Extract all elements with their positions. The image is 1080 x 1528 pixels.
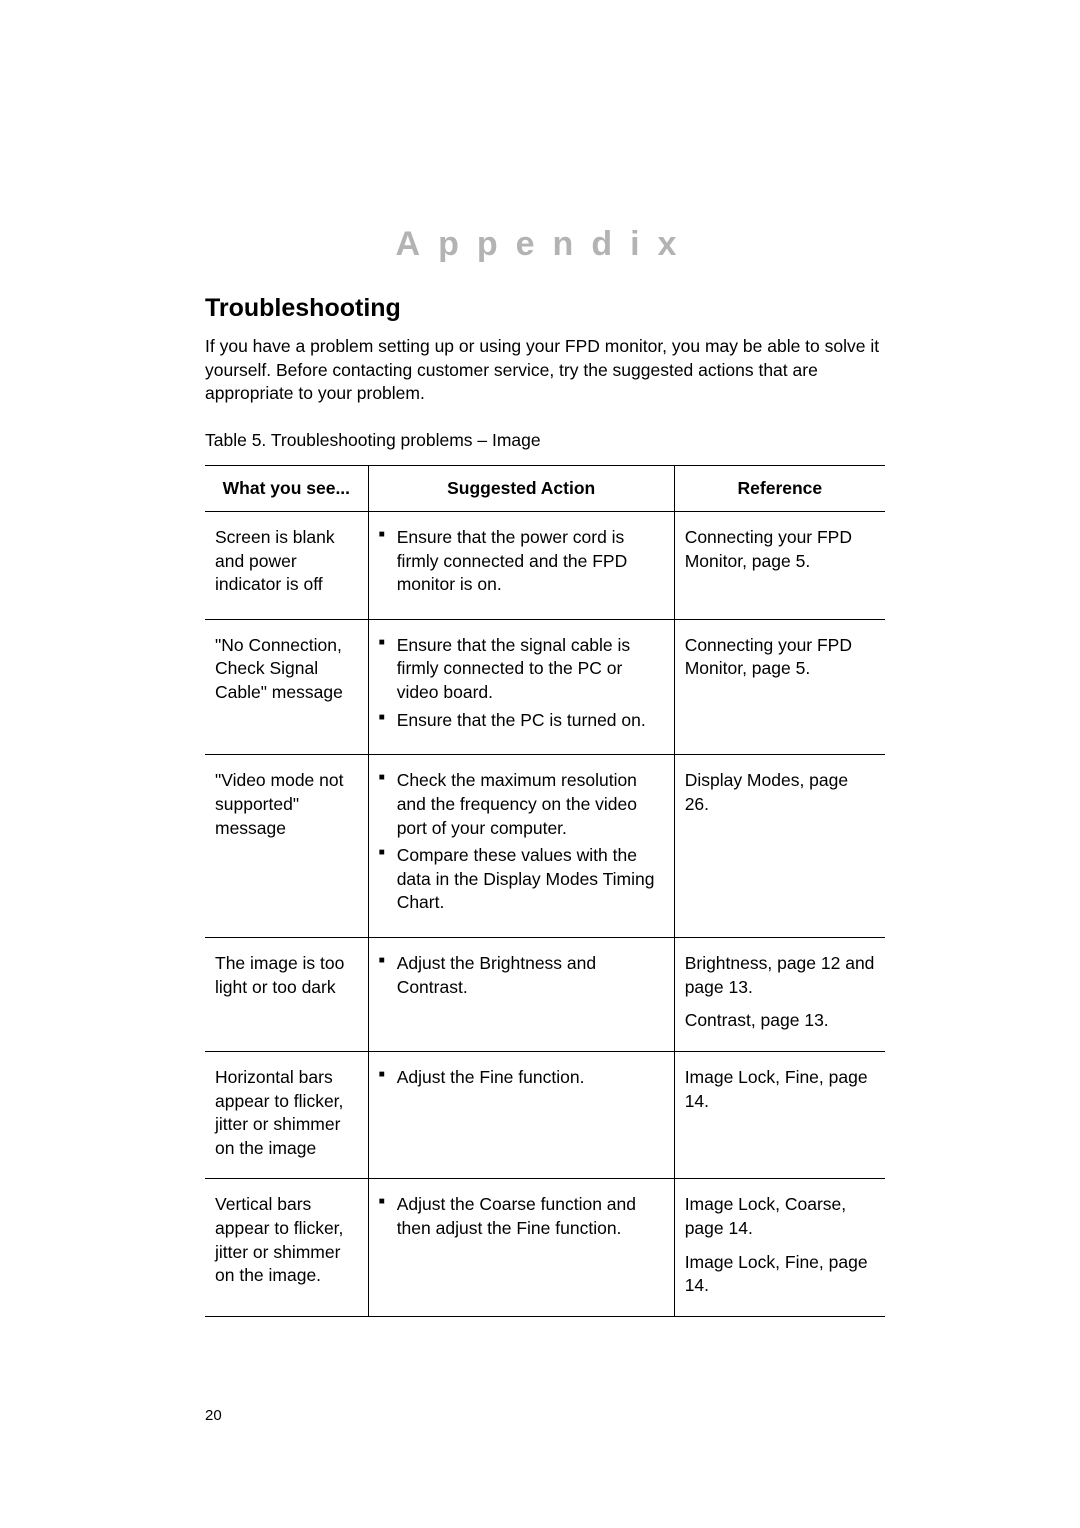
section-heading: Troubleshooting xyxy=(205,294,885,323)
reference-item: Image Lock, Fine, page 14. xyxy=(685,1066,875,1113)
intro-paragraph: If you have a problem setting up or usin… xyxy=(205,335,885,406)
cell-action: Ensure that the signal cable is firmly c… xyxy=(368,619,674,755)
cell-what: Horizontal bars appear to flicker, jitte… xyxy=(205,1051,368,1179)
cell-action: Adjust the Coarse function and then adju… xyxy=(368,1179,674,1317)
table-row: The image is too light or too dark Adjus… xyxy=(205,938,885,1052)
cell-what: "No Connection, Check Signal Cable" mess… xyxy=(205,619,368,755)
action-item: Check the maximum resolution and the fre… xyxy=(379,769,664,840)
cell-reference: Display Modes, page 26. xyxy=(674,755,885,938)
page-number: 20 xyxy=(205,1407,885,1424)
cell-reference: Brightness, page 12 and page 13. Contras… xyxy=(674,938,885,1052)
table-header-row: What you see... Suggested Action Referen… xyxy=(205,465,885,511)
action-item: Adjust the Coarse function and then adju… xyxy=(379,1193,664,1240)
troubleshooting-table: What you see... Suggested Action Referen… xyxy=(205,465,885,1317)
reference-item: Connecting your FPD Monitor, page 5. xyxy=(685,634,875,681)
table-row: Vertical bars appear to flicker, jitter … xyxy=(205,1179,885,1317)
reference-item: Display Modes, page 26. xyxy=(685,769,875,816)
cell-reference: Image Lock, Coarse, page 14. Image Lock,… xyxy=(674,1179,885,1317)
cell-what: "Video mode not supported" message xyxy=(205,755,368,938)
action-item: Ensure that the power cord is firmly con… xyxy=(379,526,664,597)
cell-action: Adjust the Fine function. xyxy=(368,1051,674,1179)
table-row: "Video mode not supported" message Check… xyxy=(205,755,885,938)
column-header-action: Suggested Action xyxy=(368,465,674,511)
column-header-reference: Reference xyxy=(674,465,885,511)
column-header-what: What you see... xyxy=(205,465,368,511)
cell-reference: Connecting your FPD Monitor, page 5. xyxy=(674,511,885,619)
cell-reference: Image Lock, Fine, page 14. xyxy=(674,1051,885,1179)
appendix-heading: Appendix xyxy=(205,225,885,264)
table-row: Screen is blank and power indicator is o… xyxy=(205,511,885,619)
cell-action: Adjust the Brightness and Contrast. xyxy=(368,938,674,1052)
cell-action: Ensure that the power cord is firmly con… xyxy=(368,511,674,619)
reference-item: Image Lock, Coarse, page 14. xyxy=(685,1193,875,1240)
action-item: Ensure that the signal cable is firmly c… xyxy=(379,634,664,705)
cell-action: Check the maximum resolution and the fre… xyxy=(368,755,674,938)
action-item: Adjust the Fine function. xyxy=(379,1066,664,1090)
reference-item: Brightness, page 12 and page 13. xyxy=(685,952,875,999)
cell-what: Vertical bars appear to flicker, jitter … xyxy=(205,1179,368,1317)
cell-reference: Connecting your FPD Monitor, page 5. xyxy=(674,619,885,755)
action-item: Compare these values with the data in th… xyxy=(379,844,664,915)
cell-what: Screen is blank and power indicator is o… xyxy=(205,511,368,619)
action-item: Ensure that the PC is turned on. xyxy=(379,709,664,733)
document-page: Appendix Troubleshooting If you have a p… xyxy=(0,0,1080,1484)
table-caption: Table 5. Troubleshooting problems – Imag… xyxy=(205,430,885,451)
cell-what: The image is too light or too dark xyxy=(205,938,368,1052)
reference-item: Connecting your FPD Monitor, page 5. xyxy=(685,526,875,573)
action-item: Adjust the Brightness and Contrast. xyxy=(379,952,664,999)
table-row: Horizontal bars appear to flicker, jitte… xyxy=(205,1051,885,1179)
reference-item: Contrast, page 13. xyxy=(685,1009,875,1033)
reference-item: Image Lock, Fine, page 14. xyxy=(685,1251,875,1298)
table-row: "No Connection, Check Signal Cable" mess… xyxy=(205,619,885,755)
